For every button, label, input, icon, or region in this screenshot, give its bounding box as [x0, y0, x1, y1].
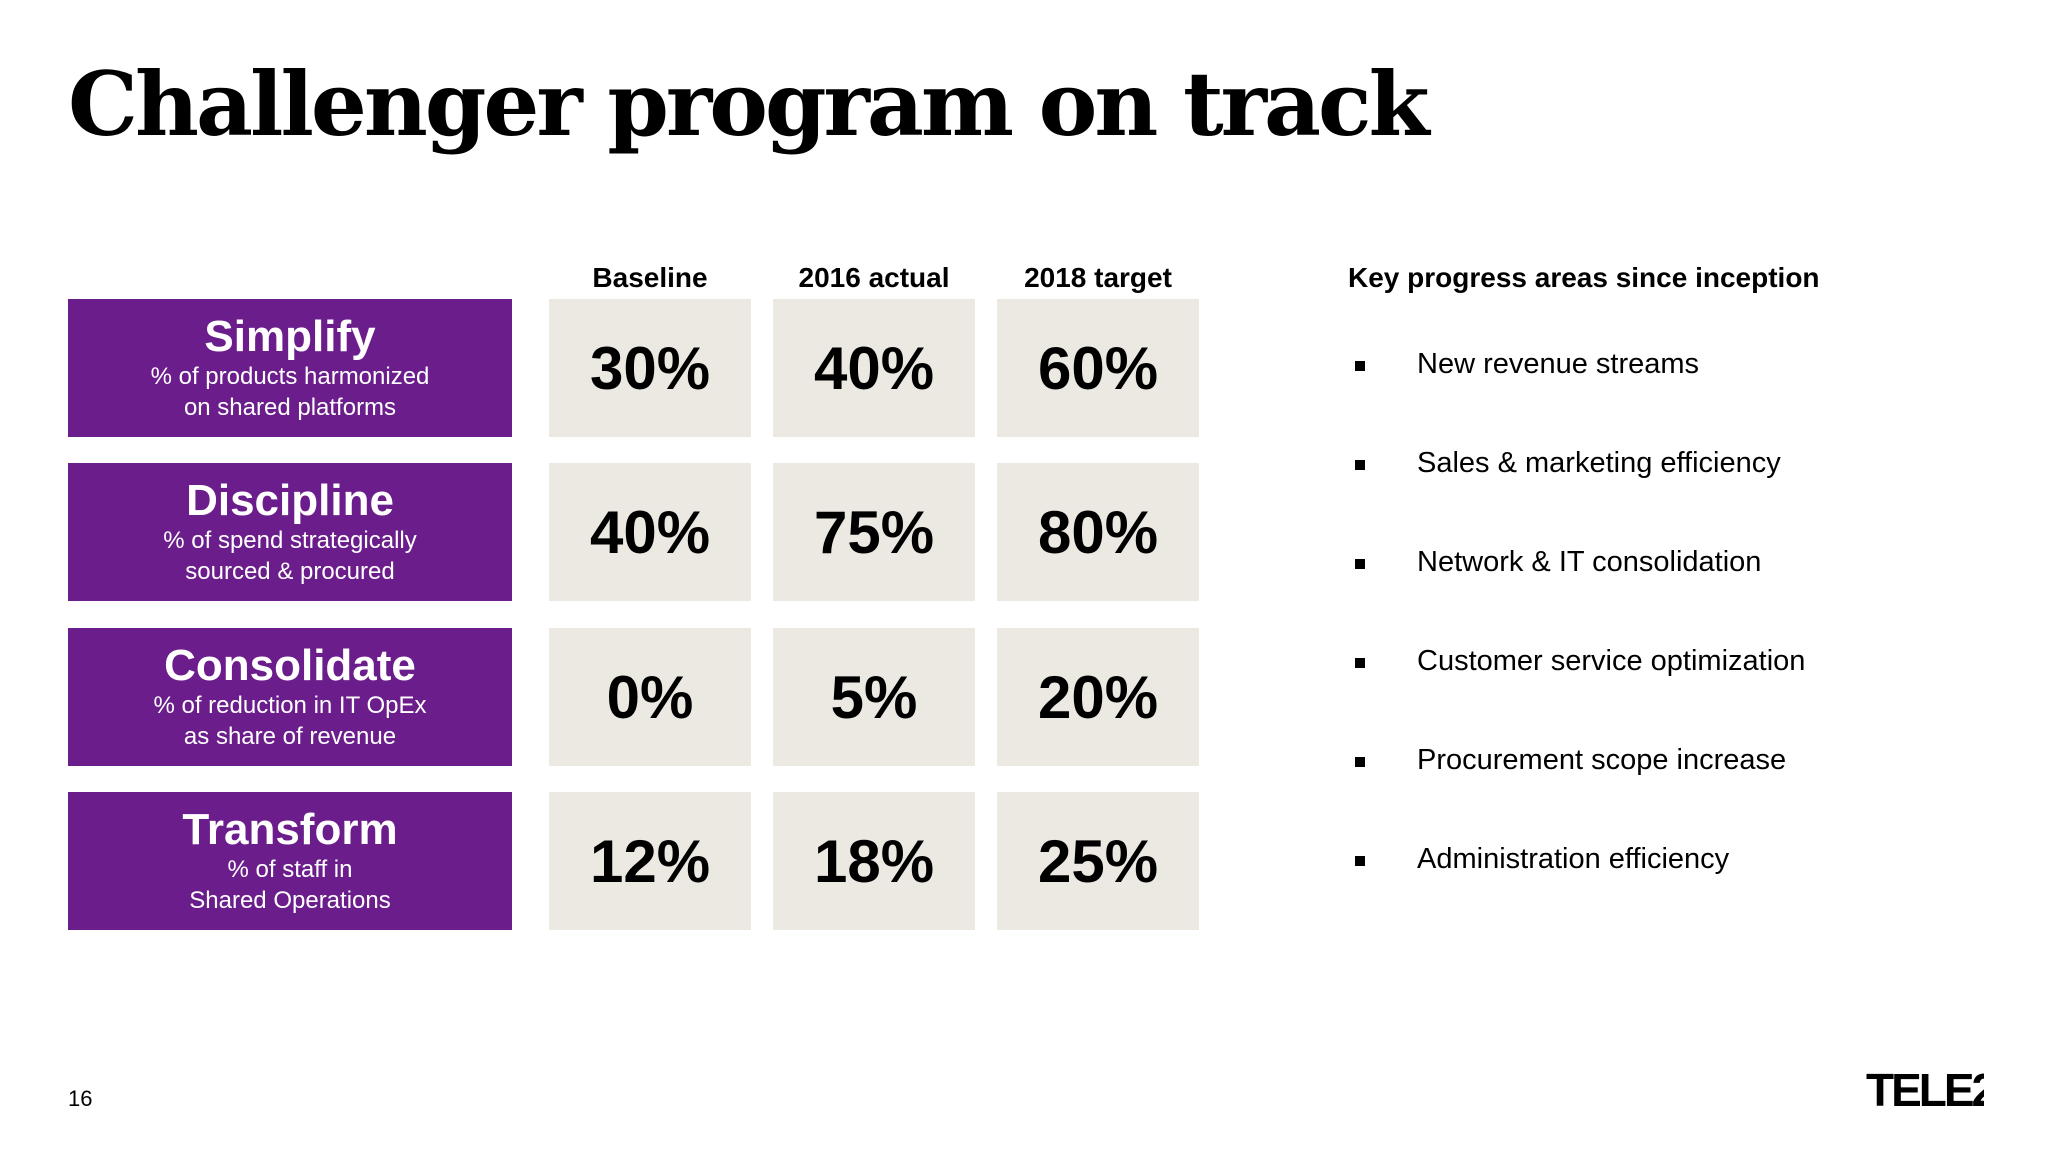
value-cell: 80% — [997, 463, 1199, 601]
value-cell: 60% — [997, 299, 1199, 437]
value-cell: 75% — [773, 463, 975, 601]
bullet-icon — [1355, 658, 1365, 668]
row-label-simplify: Simplify % of products harmonized on sha… — [68, 299, 512, 437]
row-name: Transform — [182, 805, 398, 854]
progress-item: Procurement scope increase — [1417, 744, 1787, 776]
svg-text:TELE2: TELE2 — [1866, 1064, 1984, 1110]
value-cell: 18% — [773, 792, 975, 930]
bullet-icon — [1355, 757, 1365, 767]
bullet-icon — [1355, 856, 1365, 866]
value-cell: 5% — [773, 628, 975, 766]
value-cell: 12% — [549, 792, 751, 930]
value-cell: 25% — [997, 792, 1199, 930]
bullet-icon — [1355, 559, 1365, 569]
value-cell: 40% — [549, 463, 751, 601]
value-cell: 20% — [997, 628, 1199, 766]
row-name: Consolidate — [164, 641, 416, 690]
row-label-transform: Transform % of staff in Shared Operation… — [68, 792, 512, 930]
progress-item: Sales & marketing efficiency — [1417, 447, 1781, 479]
column-header-2018-target: 2018 target — [1024, 262, 1172, 293]
row-description: % of products harmonized on shared platf… — [150, 363, 430, 421]
bullet-icon — [1355, 460, 1365, 470]
value-cell: 30% — [549, 299, 751, 437]
page-number: 16 — [68, 1086, 93, 1111]
row-label-consolidate: Consolidate % of reduction in IT OpEx as… — [68, 628, 512, 766]
row-description: % of staff in Shared Operations — [189, 856, 391, 914]
progress-item: New revenue streams — [1417, 348, 1700, 380]
row-name: Simplify — [204, 312, 376, 361]
tele2-logo-icon: TELE2 — [1866, 1062, 1984, 1110]
slide-title: Challenger program on track — [68, 52, 1430, 156]
progress-item: Administration efficiency — [1417, 843, 1730, 875]
column-header-2016-actual: 2016 actual — [798, 262, 950, 293]
row-description: % of spend strategically sourced & procu… — [163, 527, 417, 585]
progress-item: Customer service optimization — [1417, 645, 1806, 677]
bullet-icon — [1355, 361, 1365, 371]
progress-areas-title: Key progress areas since inception — [1348, 262, 1820, 293]
progress-item: Network & IT consolidation — [1417, 546, 1762, 578]
value-cell: 40% — [773, 299, 975, 437]
column-header-baseline: Baseline — [592, 262, 708, 293]
row-name: Discipline — [186, 476, 394, 525]
value-cell: 0% — [549, 628, 751, 766]
row-description: % of reduction in IT OpEx as share of re… — [153, 692, 427, 750]
row-label-discipline: Discipline % of spend strategically sour… — [68, 463, 512, 601]
